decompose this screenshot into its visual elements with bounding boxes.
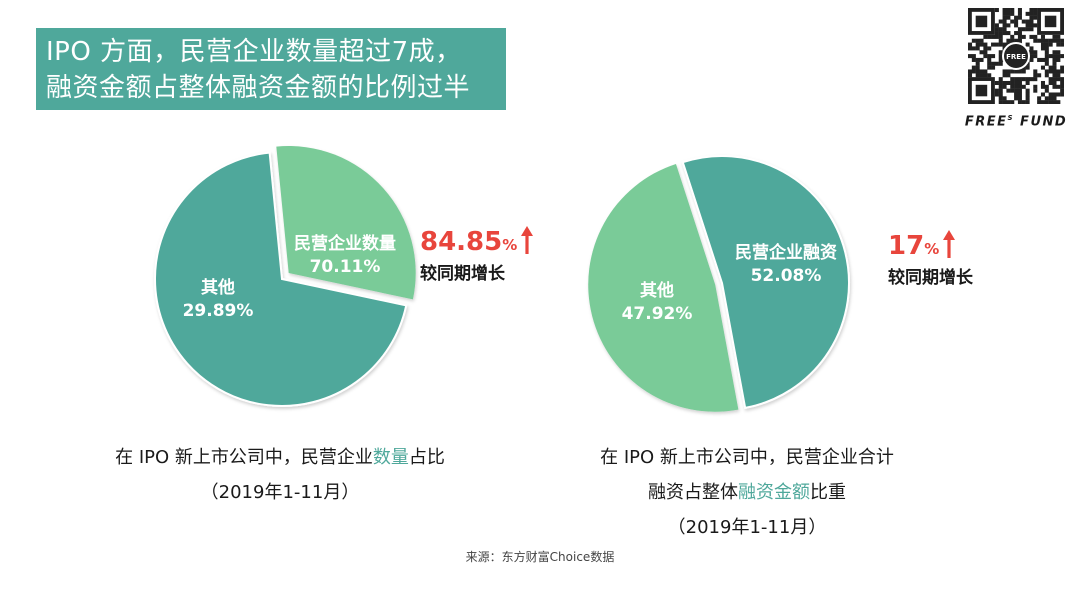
caption-2-date: （2019年1-11月） [667, 517, 827, 538]
growth-label-1: 较同期增长 [420, 264, 505, 284]
pie-2-slice-private [681, 155, 851, 410]
pie-chart-1: 民营企业数量 70.11% 其他 29.89% [153, 146, 416, 407]
growth-unit-2: % [924, 240, 940, 258]
caption-1-date: （2019年1-11月） [200, 482, 360, 503]
caption-2-highlight: 融资金额 [738, 482, 810, 503]
brand-name-sup: S [1007, 114, 1015, 122]
pie-1-slice-private [153, 151, 408, 407]
pie-1-label-private: 民营企业数量 [294, 233, 396, 254]
growth-value-2: 17 [888, 231, 925, 261]
pie-1-label-other: 其他 [201, 277, 235, 298]
caption-1-highlight: 数量 [372, 447, 409, 468]
up-arrow-icon [943, 230, 956, 258]
caption-2-line-2: 融资占整体融资金额比重 [560, 475, 934, 510]
title-line-1: IPO 方面，民营企业数量超过7成， [46, 37, 462, 67]
pie-2-label-other: 其他 [640, 280, 674, 301]
pie-1-value-private: 70.11% [310, 257, 381, 277]
title-line-2: 融资金额占整体融资金额的比例过半 [46, 73, 471, 103]
caption-1-line-1: 在 IPO 新上市公司中，民营企业数量占比 [90, 440, 470, 475]
brand-logo: FREE FREES FUND [962, 8, 1070, 132]
source-note: 来源：东方财富Choice数据 [465, 550, 615, 564]
growth-unit-1: % [502, 236, 518, 254]
caption-2-text: 融资占整体 [648, 482, 738, 503]
chart-2-caption: 在 IPO 新上市公司中，民营企业合计 融资占整体融资金额比重 （2019年1-… [560, 440, 934, 545]
brand-name-part1: FREE [964, 114, 1008, 130]
pie-2-value-private: 52.08% [751, 266, 822, 286]
pie-1-value-other: 29.89% [183, 301, 254, 321]
growth-label-2: 较同期增长 [888, 268, 973, 288]
pie-2-slice-other [588, 163, 739, 412]
pie-chart-2: 民营企业融资 52.08% 其他 47.92% [588, 155, 851, 412]
qr-center-label: FREE [1006, 53, 1026, 61]
growth-indicator-1: 84.85 % 较同期增长 [420, 226, 534, 284]
brand-name-part2: FUND [1014, 114, 1068, 130]
title-banner: IPO 方面，民营企业数量超过7成， 融资金额占整体融资金额的比例过半 [36, 28, 506, 110]
pie-1-slice-other [276, 146, 416, 300]
brand-name: FREES FUND [962, 114, 1070, 129]
up-arrow-icon [521, 226, 534, 254]
growth-indicator-2: 17 % 较同期增长 [888, 230, 973, 288]
caption-1-text-end: 占比 [408, 447, 445, 468]
qr-code-icon: FREE [968, 8, 1064, 104]
pie-2-label-private: 民营企业融资 [735, 242, 837, 263]
chart-1-caption: 在 IPO 新上市公司中，民营企业数量占比 （2019年1-11月） [90, 440, 470, 510]
growth-value-1: 84.85 [420, 227, 503, 257]
caption-1-text: 在 IPO 新上市公司中，民营企业 [115, 447, 373, 468]
caption-2-text-end: 比重 [810, 482, 846, 503]
caption-2-line-1: 在 IPO 新上市公司中，民营企业合计 [600, 447, 894, 468]
pie-2-value-other: 47.92% [622, 304, 693, 324]
